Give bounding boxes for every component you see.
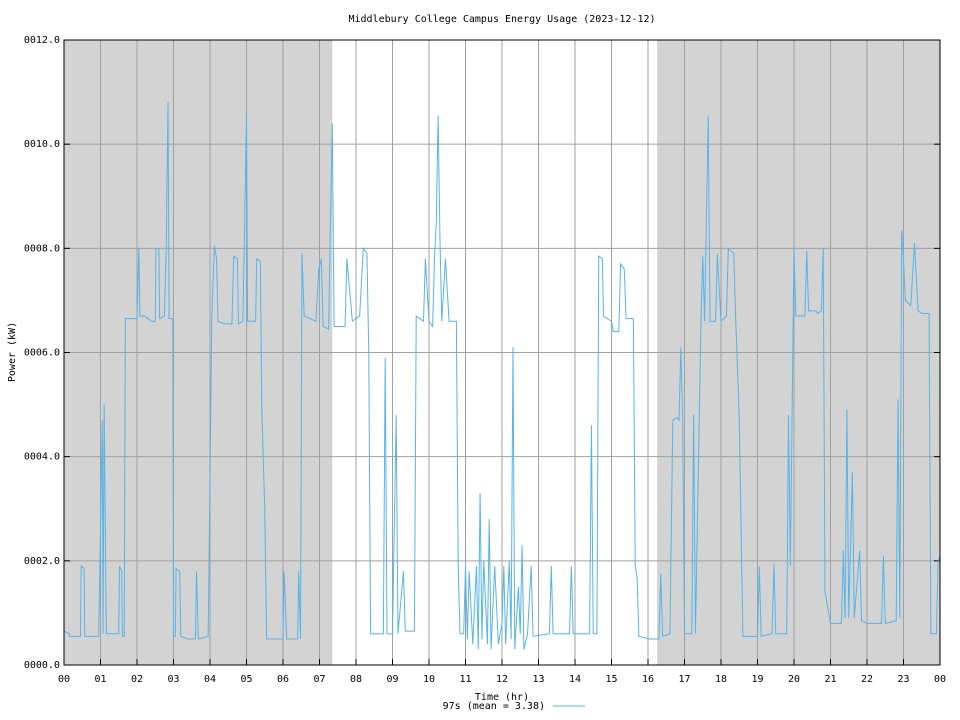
x-tick-label: 00 [58,674,70,685]
x-tick-label: 09 [386,674,398,685]
y-tick-label: 0000.0 [24,660,60,671]
y-tick-label: 0008.0 [24,243,60,254]
x-tick-label: 06 [277,674,289,685]
x-tick-label: 16 [642,674,654,685]
x-tick-label: 20 [788,674,800,685]
y-tick-label: 0010.0 [24,139,60,150]
legend-label: 97s (mean = 3.38) [443,701,545,712]
data-line [63,102,941,650]
x-tick-label: 07 [313,674,325,685]
x-tick-label: 19 [751,674,763,685]
y-axis-label: Power (kW) [7,322,18,382]
y-tick-label: 0004.0 [24,452,60,463]
plot-border [63,39,941,666]
x-tick-label: 02 [131,674,143,685]
x-tick-label: 00 [934,674,946,685]
x-axis-label: Time (hr) [475,692,529,703]
x-tick-label: 01 [94,674,106,685]
x-tick-label: 18 [715,674,727,685]
x-tick-label: 13 [532,674,544,685]
x-tick-label: 23 [897,674,909,685]
x-tick-label: 22 [861,674,873,685]
y-tick-label: 0006.0 [24,348,60,359]
y-tick-label: 0012.0 [24,35,60,46]
x-tick-label: 21 [824,674,836,685]
y-tick-label: 0002.0 [24,556,60,567]
x-tick-label: 05 [240,674,252,685]
x-tick-label: 08 [350,674,362,685]
x-tick-label: 04 [204,674,216,685]
x-tick-label: 11 [459,674,471,685]
x-tick-label: 17 [678,674,690,685]
x-tick-label: 15 [605,674,617,685]
x-tick-label: 10 [423,674,435,685]
chart-title: Middlebury College Campus Energy Usage (… [348,14,655,25]
x-tick-label: 03 [167,674,179,685]
x-tick-label: 12 [496,674,508,685]
x-tick-label: 14 [569,674,581,685]
